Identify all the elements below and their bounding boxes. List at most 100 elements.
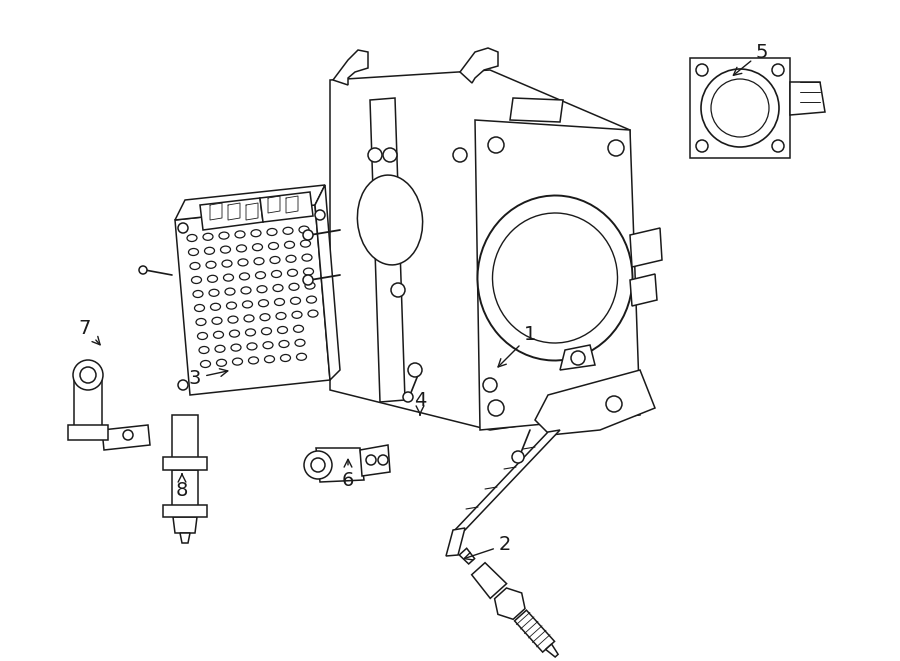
- Polygon shape: [316, 448, 364, 482]
- Ellipse shape: [203, 233, 213, 241]
- Ellipse shape: [301, 240, 310, 247]
- Ellipse shape: [220, 246, 230, 253]
- Polygon shape: [460, 48, 498, 83]
- Ellipse shape: [478, 196, 633, 360]
- Text: 5: 5: [734, 42, 769, 75]
- Ellipse shape: [302, 254, 312, 261]
- Polygon shape: [175, 205, 330, 395]
- Polygon shape: [173, 517, 197, 533]
- Circle shape: [488, 400, 504, 416]
- Ellipse shape: [253, 244, 263, 251]
- Polygon shape: [180, 533, 190, 543]
- Circle shape: [391, 283, 405, 297]
- Polygon shape: [453, 430, 560, 532]
- Ellipse shape: [190, 262, 200, 270]
- Ellipse shape: [211, 303, 220, 310]
- Circle shape: [408, 363, 422, 377]
- Ellipse shape: [260, 314, 270, 321]
- Ellipse shape: [237, 245, 247, 252]
- Circle shape: [378, 455, 388, 465]
- Ellipse shape: [223, 274, 233, 281]
- Ellipse shape: [270, 256, 280, 264]
- Polygon shape: [535, 370, 655, 435]
- Ellipse shape: [239, 273, 249, 280]
- Ellipse shape: [268, 243, 278, 249]
- Ellipse shape: [272, 270, 282, 278]
- Ellipse shape: [204, 247, 214, 254]
- Polygon shape: [472, 563, 507, 598]
- Ellipse shape: [273, 284, 283, 292]
- Polygon shape: [172, 470, 198, 510]
- Ellipse shape: [357, 175, 423, 265]
- Circle shape: [606, 396, 622, 412]
- Circle shape: [512, 451, 524, 463]
- Ellipse shape: [244, 315, 254, 322]
- Circle shape: [483, 378, 497, 392]
- Ellipse shape: [196, 319, 206, 325]
- Polygon shape: [172, 415, 198, 465]
- Ellipse shape: [289, 284, 299, 290]
- Circle shape: [696, 140, 708, 152]
- Polygon shape: [560, 345, 595, 370]
- Ellipse shape: [248, 357, 258, 364]
- Ellipse shape: [193, 290, 203, 297]
- Ellipse shape: [192, 276, 202, 284]
- Polygon shape: [495, 588, 525, 619]
- Ellipse shape: [279, 340, 289, 348]
- Ellipse shape: [232, 358, 242, 365]
- Circle shape: [383, 148, 397, 162]
- Polygon shape: [260, 192, 313, 222]
- Text: 1: 1: [498, 325, 536, 367]
- Ellipse shape: [265, 356, 274, 363]
- Ellipse shape: [238, 259, 248, 266]
- Ellipse shape: [254, 258, 264, 264]
- Ellipse shape: [701, 69, 779, 147]
- Ellipse shape: [303, 268, 313, 275]
- Ellipse shape: [257, 286, 267, 293]
- Ellipse shape: [274, 299, 284, 305]
- Ellipse shape: [199, 346, 209, 354]
- Circle shape: [303, 230, 313, 240]
- Polygon shape: [330, 70, 630, 430]
- Ellipse shape: [492, 213, 617, 343]
- Ellipse shape: [188, 249, 199, 256]
- Circle shape: [571, 351, 585, 365]
- Polygon shape: [315, 185, 340, 380]
- Polygon shape: [790, 82, 825, 115]
- Polygon shape: [475, 120, 640, 430]
- Circle shape: [303, 275, 313, 285]
- Ellipse shape: [299, 226, 309, 233]
- Circle shape: [608, 140, 624, 156]
- Ellipse shape: [291, 297, 301, 304]
- Ellipse shape: [247, 343, 257, 350]
- Circle shape: [80, 367, 96, 383]
- Circle shape: [178, 223, 188, 233]
- Polygon shape: [630, 274, 657, 306]
- Polygon shape: [163, 505, 207, 517]
- Circle shape: [366, 455, 376, 465]
- Circle shape: [123, 430, 133, 440]
- Ellipse shape: [305, 282, 315, 289]
- Ellipse shape: [251, 229, 261, 237]
- Ellipse shape: [296, 353, 307, 360]
- Ellipse shape: [241, 287, 251, 294]
- Polygon shape: [163, 457, 207, 470]
- Ellipse shape: [222, 260, 232, 267]
- Ellipse shape: [292, 311, 302, 319]
- Circle shape: [139, 266, 147, 274]
- Text: 3: 3: [189, 368, 228, 387]
- Polygon shape: [74, 375, 102, 435]
- Ellipse shape: [287, 269, 298, 276]
- Circle shape: [311, 458, 325, 472]
- Polygon shape: [515, 610, 554, 652]
- Ellipse shape: [206, 261, 216, 268]
- Ellipse shape: [197, 332, 208, 340]
- Ellipse shape: [208, 275, 218, 282]
- Ellipse shape: [308, 310, 318, 317]
- Polygon shape: [510, 98, 563, 122]
- Ellipse shape: [284, 241, 294, 249]
- Polygon shape: [545, 644, 558, 657]
- Polygon shape: [630, 228, 662, 267]
- Ellipse shape: [209, 290, 219, 296]
- Text: 6: 6: [342, 459, 355, 490]
